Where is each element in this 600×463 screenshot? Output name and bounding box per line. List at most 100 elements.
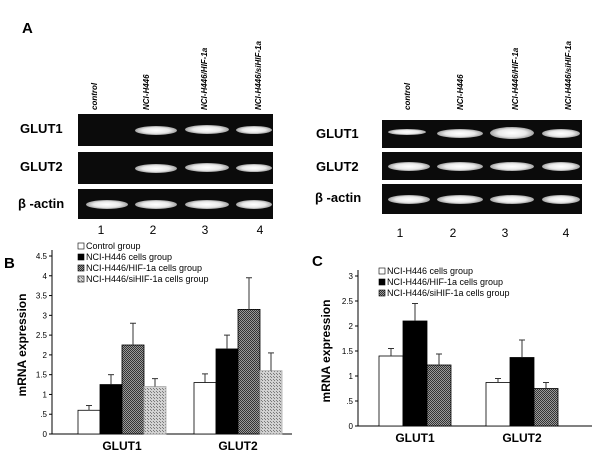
left-glut1-band-4 — [236, 126, 272, 134]
legend-label: NCI-H446/siHIF-1a cells group — [86, 274, 209, 284]
bar — [99, 384, 123, 435]
right-row-label-glut2: GLUT2 — [316, 159, 359, 174]
left-glut1-band-3 — [185, 125, 229, 134]
legend-label: NCI-H446 cells group — [86, 252, 172, 262]
right-lane-title-1: control — [403, 82, 412, 110]
left-row-label-glut1: GLUT1 — [20, 121, 63, 136]
bar — [259, 370, 283, 435]
bar — [426, 364, 452, 427]
x-tick-label: GLUT1 — [102, 439, 142, 453]
left-lane-title-1: control — [90, 82, 99, 110]
left-row-label-actin: β -actin — [18, 196, 65, 211]
bar — [378, 355, 404, 427]
right-glut2-band-3 — [490, 162, 534, 171]
left-actin-band-2 — [135, 200, 177, 209]
right-glut2-band-4 — [542, 162, 580, 171]
panel-a-letter: A — [22, 20, 33, 37]
y-tick-label: 3.5 — [36, 292, 48, 301]
y-tick-label: 0 — [43, 430, 48, 439]
y-tick-label: 4 — [43, 272, 48, 281]
bar — [237, 309, 261, 435]
legend-swatch — [378, 278, 386, 286]
legend-label: NCI-H446/HIF-1a cells group — [86, 263, 202, 273]
right-glut1-band-4 — [542, 129, 580, 138]
left-glut2-band-3 — [185, 163, 229, 172]
y-tick-label: 0 — [349, 422, 354, 431]
bar — [485, 382, 511, 427]
y-tick-label: 3 — [349, 272, 354, 281]
right-glut1-band-1 — [388, 129, 426, 135]
y-tick-label: 4.5 — [36, 252, 48, 261]
right-lane-title-2: NCI-H446 — [456, 74, 465, 110]
right-gel-glut2 — [382, 152, 582, 180]
right-row-label-glut1: GLUT1 — [316, 126, 359, 141]
right-lane-number-3: 3 — [501, 226, 509, 240]
right-lane-title-3: NCI-H446/HIF-1a — [511, 47, 520, 110]
right-glut2-band-2 — [437, 162, 483, 171]
bar — [121, 344, 145, 435]
left-lane-title-4: NCI-H446/siHIF-1a — [254, 41, 263, 110]
left-lane-number-3: 3 — [201, 223, 209, 237]
y-tick-label: 2 — [349, 322, 354, 331]
x-tick-label: GLUT2 — [502, 431, 542, 445]
y-tick-label: .5 — [40, 410, 47, 419]
legend-swatch — [77, 242, 85, 250]
bar — [77, 409, 101, 435]
left-lane-number-1: 1 — [97, 223, 105, 237]
bar — [402, 320, 428, 427]
right-glut1-band-2 — [437, 129, 483, 138]
left-gel-glut2 — [78, 152, 273, 184]
y-tick-label: .5 — [346, 397, 353, 406]
right-actin-band-4 — [542, 195, 580, 204]
panel-letter: B — [4, 255, 15, 272]
right-gel-actin — [382, 184, 582, 214]
legend-label: Control group — [86, 241, 141, 251]
bar — [509, 357, 535, 427]
left-actin-band-4 — [236, 200, 272, 209]
y-tick-label: 1 — [349, 372, 354, 381]
legend-swatch — [378, 267, 386, 275]
y-tick-label: 2.5 — [36, 331, 48, 340]
legend-label: NCI-H446/HIF-1a cells group — [387, 277, 503, 287]
bar — [193, 382, 217, 435]
right-glut1-band-3 — [490, 127, 534, 139]
x-tick-label: GLUT1 — [395, 431, 435, 445]
right-actin-band-2 — [437, 195, 483, 204]
right-lane-number-2: 2 — [449, 226, 457, 240]
legend-label: NCI-H446/siHIF-1a cells group — [387, 288, 510, 298]
left-gel-actin — [78, 189, 273, 219]
y-axis-label: mRNA expression — [319, 300, 333, 403]
y-tick-label: 1.5 — [36, 371, 48, 380]
right-actin-band-1 — [388, 195, 430, 204]
right-row-label-actin: β -actin — [315, 190, 362, 205]
y-tick-label: 1.5 — [342, 347, 354, 356]
left-row-label-glut2: GLUT2 — [20, 159, 63, 174]
chart-c: C 0 .5 1 1.5 2 2.5 3 mRNA expression GLUT1 GLUT2 NC… — [312, 253, 592, 445]
bar — [533, 388, 559, 427]
legend-swatch — [77, 275, 85, 283]
y-tick-label: 1 — [43, 390, 48, 399]
left-glut2-band-2 — [135, 164, 177, 173]
right-gel-glut1 — [382, 120, 582, 148]
legend-swatch — [77, 253, 85, 261]
left-actin-band-1 — [86, 200, 128, 209]
left-gel-glut1 — [78, 114, 273, 146]
bar — [143, 386, 167, 435]
right-lane-title-4: NCI-H446/siHIF-1a — [564, 41, 573, 110]
y-tick-label: 3 — [43, 311, 48, 320]
legend-swatch — [378, 289, 386, 297]
y-axis-label: mRNA expression — [15, 294, 29, 397]
right-actin-band-3 — [490, 195, 534, 204]
left-glut2-band-4 — [236, 164, 272, 172]
left-actin-band-3 — [185, 200, 229, 209]
bar — [215, 348, 239, 435]
x-tick-label: GLUT2 — [218, 439, 258, 453]
left-lane-title-3: NCI-H446/HIF-1a — [200, 47, 209, 110]
left-lane-number-4: 4 — [256, 223, 264, 237]
legend-swatch — [77, 264, 85, 272]
right-glut2-band-1 — [388, 162, 430, 171]
y-tick-label: 2.5 — [342, 297, 354, 306]
legend-label: NCI-H446 cells group — [387, 266, 473, 276]
right-lane-number-4: 4 — [562, 226, 570, 240]
y-tick-label: 2 — [43, 351, 48, 360]
